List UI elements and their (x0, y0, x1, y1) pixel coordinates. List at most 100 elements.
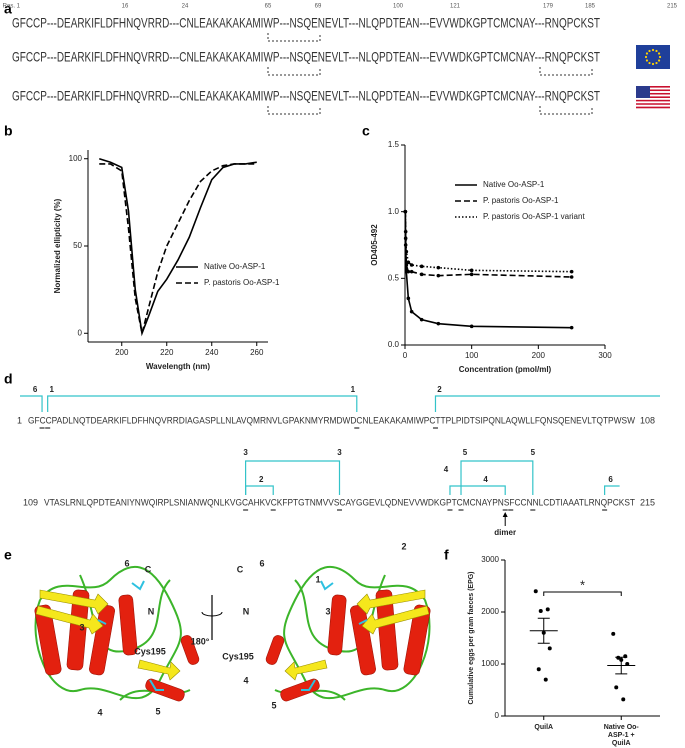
bond-label: 4 (483, 475, 488, 484)
sequence-start: 109 (23, 497, 38, 507)
x-axis-label: Wavelength (nm) (146, 362, 210, 371)
disulfide-bond (449, 485, 506, 495)
sem-bar (615, 656, 628, 675)
flag-star (651, 48, 655, 52)
flag-star (648, 49, 651, 53)
significance-label: * (580, 577, 585, 592)
y-tick-label: 1.0 (388, 207, 400, 216)
data-point (469, 324, 474, 329)
structure-label: N (243, 606, 250, 616)
dimer-label: dimer (494, 528, 516, 537)
helix (89, 604, 115, 676)
panel-label: b (4, 123, 13, 139)
beta-sheet (284, 659, 328, 681)
data-point (406, 260, 411, 265)
legend-label: Native Oo-ASP-1 (483, 180, 545, 189)
bond-label: 1 (351, 385, 356, 394)
data-point (469, 272, 474, 277)
data-point (543, 677, 548, 682)
data-point (569, 325, 574, 330)
structure-label: 3 (79, 622, 84, 632)
significance-bracket (543, 591, 622, 596)
structure-label: Cys195 (222, 651, 254, 661)
cys-stick (301, 679, 316, 691)
residue-number: 69 (315, 4, 322, 10)
panel-label: e (4, 547, 12, 563)
flag-star (651, 62, 655, 66)
sequence-end: 108 (640, 415, 655, 425)
x-tick-label: QuilA (534, 724, 554, 731)
data-point (611, 631, 616, 636)
residue-number: 16 (122, 4, 129, 10)
panel-label: d (4, 371, 13, 387)
bond-label: 6 (33, 385, 38, 394)
residue-number: 24 (182, 4, 189, 10)
data-point (419, 264, 424, 269)
data-point (409, 309, 414, 314)
y-tick-label: 2000 (481, 607, 499, 616)
panel-label: f (444, 547, 449, 563)
data-point (403, 229, 408, 234)
flag-star (644, 55, 648, 59)
beta-sheet (361, 605, 430, 635)
beta-sheet (35, 605, 104, 635)
data-point (533, 589, 538, 594)
disulfide-bond (47, 395, 358, 412)
structure-label: C (237, 564, 244, 574)
us-stripe (636, 104, 670, 107)
y-tick-label: 0 (78, 328, 83, 337)
legend-label: P. pastoris Oo-ASP-1 (204, 278, 280, 287)
structure-label: C (145, 564, 152, 574)
disulfide-bond (434, 395, 660, 412)
residue-number: 121 (450, 4, 461, 10)
structure-label: 1 (315, 574, 320, 584)
panel-label: a (4, 1, 12, 17)
rotation-arrow (201, 611, 223, 617)
us-stripe (636, 91, 670, 93)
data-point (409, 263, 414, 267)
data-line (404, 211, 572, 329)
residue-number: 185 (585, 4, 596, 10)
x-tick-label: 0 (403, 351, 408, 360)
data-point (569, 275, 574, 279)
dashed-bracket (267, 33, 321, 42)
data-point (419, 272, 424, 277)
x-tick-label: 260 (250, 348, 264, 357)
cys-stick (320, 580, 334, 591)
beta-sheet (356, 589, 426, 615)
panel-label: c (362, 123, 370, 139)
flag-star (657, 52, 661, 55)
loop (34, 565, 182, 700)
us-stripe (636, 99, 670, 102)
structure-label: 6 (124, 558, 129, 568)
cys-stick (149, 679, 164, 691)
data-point (404, 249, 409, 254)
cys-stick (131, 580, 145, 591)
loop (283, 565, 431, 700)
sequence-end: 215 (640, 497, 655, 507)
flag-star (648, 61, 651, 65)
helix (66, 589, 90, 671)
residue-number: 65 (265, 4, 272, 10)
cys-stick (97, 619, 107, 625)
legend-label: P. pastoris Oo-ASP-1 (483, 196, 559, 205)
data-point (406, 269, 411, 274)
helix (280, 678, 320, 702)
data-point (419, 317, 424, 322)
x-tick-label: 200 (115, 348, 129, 357)
structure-label: 6 (259, 558, 264, 568)
disulfide-bond (460, 460, 534, 495)
bond-label: 4 (444, 465, 449, 474)
y-axis-label: Normalized ellipticity (%) (53, 198, 62, 293)
beta-sheet (39, 589, 109, 615)
dashed-bracket (539, 106, 593, 115)
data-line (99, 163, 257, 334)
us-stripe (636, 96, 670, 99)
data-point (409, 269, 414, 274)
us-stripe (636, 97, 670, 100)
x-tick-label: 220 (160, 348, 174, 357)
data-point (536, 667, 541, 672)
disulfide-bond (604, 485, 620, 495)
structure-label: 4 (97, 707, 102, 717)
